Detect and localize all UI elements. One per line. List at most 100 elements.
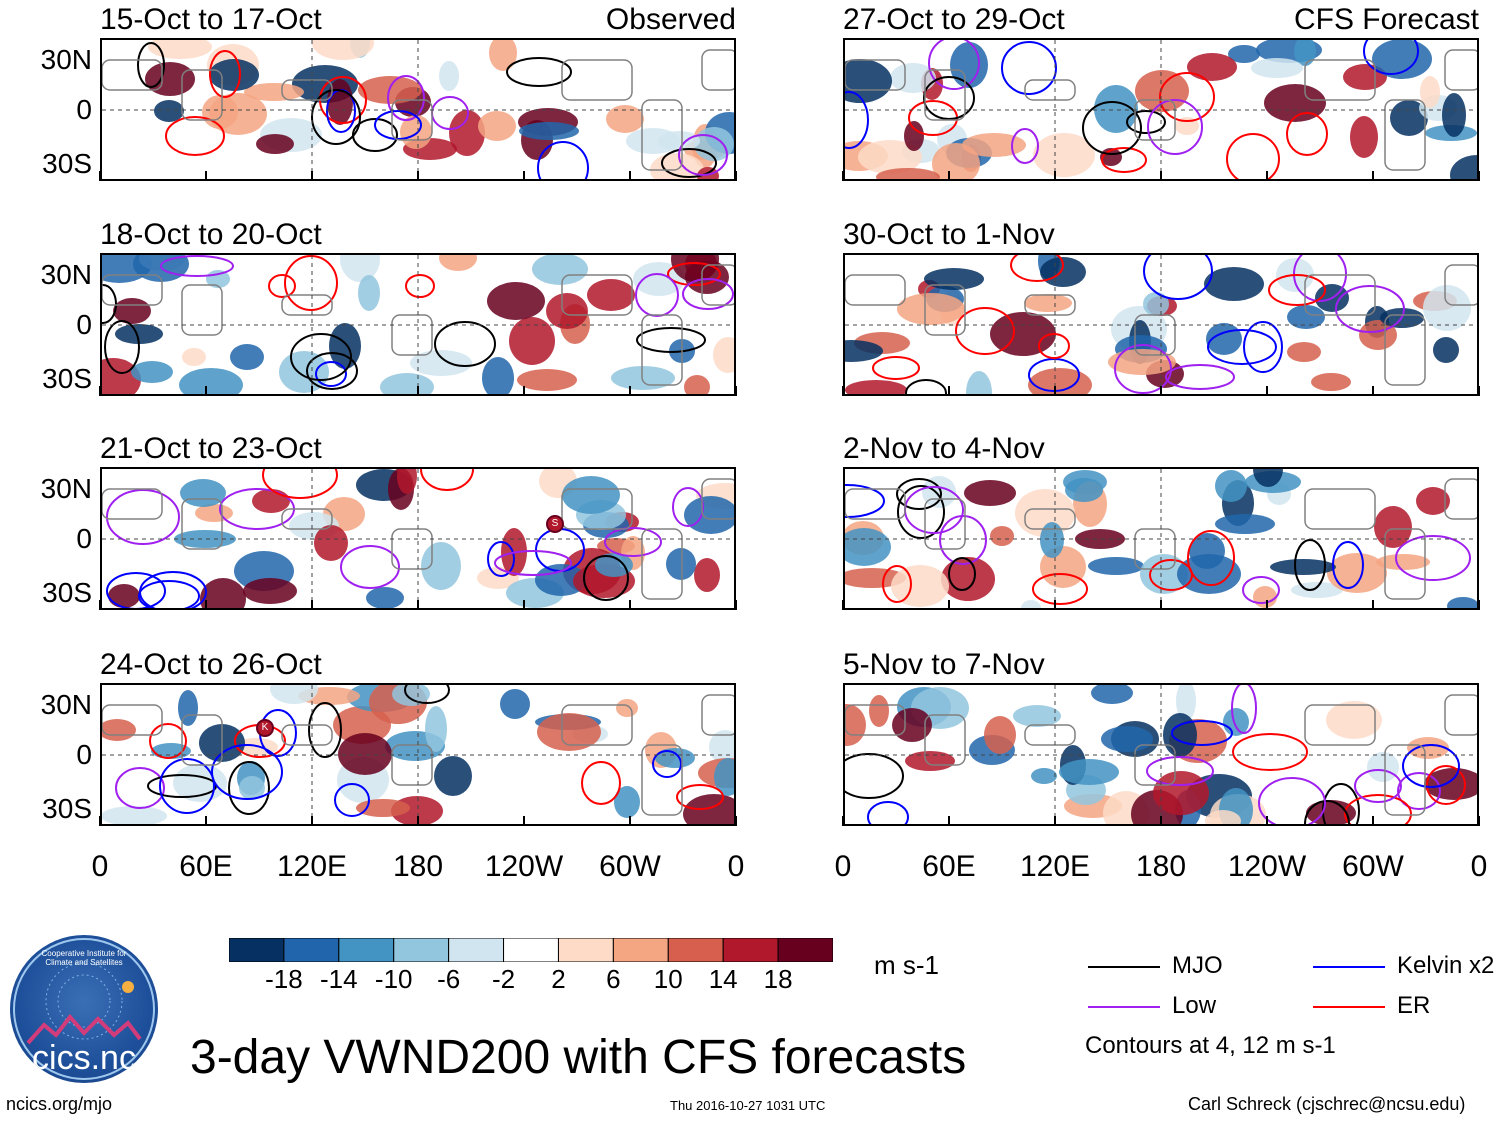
map-canvas xyxy=(102,255,734,394)
coastline xyxy=(924,69,966,121)
anomaly-blob xyxy=(1143,292,1169,316)
coastline xyxy=(701,49,734,91)
anomaly-blob xyxy=(1059,759,1119,785)
wave-contour xyxy=(1268,274,1326,306)
colorbar-swatch xyxy=(503,937,559,963)
colorbar-tick-label: 14 xyxy=(708,964,738,994)
anomaly-blob xyxy=(845,59,892,103)
anomaly-map xyxy=(843,683,1479,826)
colorbar-tick-label: -6 xyxy=(437,964,461,994)
wave-contour xyxy=(165,116,225,156)
lon-tick xyxy=(1054,816,1056,826)
coastline xyxy=(1384,528,1426,600)
anomaly-blob xyxy=(202,95,238,129)
map-canvas xyxy=(845,255,1477,394)
coastline xyxy=(1024,79,1076,101)
anomaly-blob xyxy=(714,758,734,796)
wave-contour xyxy=(228,761,270,815)
anomaly-blob xyxy=(1215,470,1247,502)
wave-contour xyxy=(581,761,621,805)
lon-tick xyxy=(948,600,950,610)
anomaly-blob xyxy=(1326,701,1382,739)
anomaly-blob xyxy=(535,564,587,596)
coastline xyxy=(281,294,333,316)
anomaly-map xyxy=(843,467,1479,610)
lon-tick xyxy=(205,600,207,610)
lon-tick xyxy=(735,171,737,181)
anomaly-blob xyxy=(1223,708,1249,736)
anomaly-blob xyxy=(392,685,430,706)
wave-contour xyxy=(149,723,187,759)
anomaly-map xyxy=(100,683,736,826)
anomaly-blob xyxy=(434,756,472,796)
wave-contour xyxy=(404,685,450,704)
coastline xyxy=(1134,528,1176,570)
wave-contour xyxy=(896,478,942,510)
anomaly-blob xyxy=(1407,737,1449,759)
panel-title: 15-Oct to 17-Oct xyxy=(100,3,322,36)
coastline xyxy=(1444,478,1477,520)
logo-text: cics.nc xyxy=(32,1039,136,1077)
colorbar-tick-label: -14 xyxy=(320,964,358,994)
footer-url: ncics.org/mjo xyxy=(6,1094,113,1114)
anomaly-map xyxy=(843,38,1479,181)
map-canvas xyxy=(845,40,1477,179)
coastline xyxy=(1304,59,1376,101)
anomaly-blob xyxy=(509,317,555,365)
lon-label: 60E xyxy=(179,850,233,883)
colorbar-tick-label: 6 xyxy=(606,964,621,994)
coastline xyxy=(102,274,163,306)
anomaly-blob xyxy=(487,282,545,320)
wave-contour xyxy=(583,555,629,601)
anomaly-blob xyxy=(845,380,907,394)
footer-credit: Carl Schreck (cjschrec@ncsu.edu) xyxy=(1188,1094,1466,1114)
anomaly-blob xyxy=(1108,349,1176,375)
anomaly-blob xyxy=(1270,559,1336,575)
anomaly-blob xyxy=(200,578,246,608)
coastline xyxy=(181,498,223,550)
coastline xyxy=(391,744,433,786)
wave-contour xyxy=(1354,769,1402,803)
lat-label: 0 xyxy=(76,94,92,125)
lon-tick xyxy=(1266,171,1268,181)
anomaly-blob xyxy=(1423,285,1471,331)
lon-tick xyxy=(1478,816,1480,826)
lat-label: 0 xyxy=(76,523,92,554)
anomaly-blob xyxy=(1163,713,1197,757)
colorbar-units: m s-1 xyxy=(874,950,939,980)
wave-contour xyxy=(1397,772,1441,810)
lat-label: 30S xyxy=(42,148,92,179)
anomaly-blob xyxy=(1359,320,1397,350)
wave-contour xyxy=(928,40,980,90)
anomaly-blob xyxy=(439,255,477,271)
lon-tick xyxy=(1478,386,1480,396)
wave-contour xyxy=(160,255,234,277)
wave-contour xyxy=(1171,720,1233,746)
lon-tick xyxy=(417,171,419,181)
anomaly-blob xyxy=(1433,337,1459,363)
wave-contour xyxy=(1038,333,1070,359)
wave-contour xyxy=(1344,794,1412,824)
wave-contour xyxy=(1231,685,1257,734)
anomaly-blob xyxy=(1091,685,1133,704)
panel-title: 21-Oct to 23-Oct xyxy=(100,432,322,465)
wave-contour xyxy=(1147,99,1203,155)
wave-contour xyxy=(308,702,342,758)
anomaly-blob xyxy=(1287,305,1325,329)
lon-label: 120W xyxy=(1227,850,1307,883)
anomaly-blob xyxy=(904,121,924,151)
map-canvas xyxy=(102,40,734,179)
wave-contour xyxy=(209,50,241,98)
coastline xyxy=(1444,694,1477,736)
anomaly-blob xyxy=(1065,478,1103,502)
anomaly-blob xyxy=(655,748,695,768)
anomaly-blob xyxy=(962,133,1026,157)
wave-contour xyxy=(672,487,704,527)
colorbar-swatch xyxy=(393,937,450,963)
wave-contour xyxy=(1232,733,1308,771)
lon-tick xyxy=(523,171,525,181)
anomaly-blob xyxy=(358,275,380,311)
wave-contour xyxy=(315,361,347,387)
anomaly-blob xyxy=(1028,368,1092,394)
anomaly-blob xyxy=(1450,155,1477,179)
